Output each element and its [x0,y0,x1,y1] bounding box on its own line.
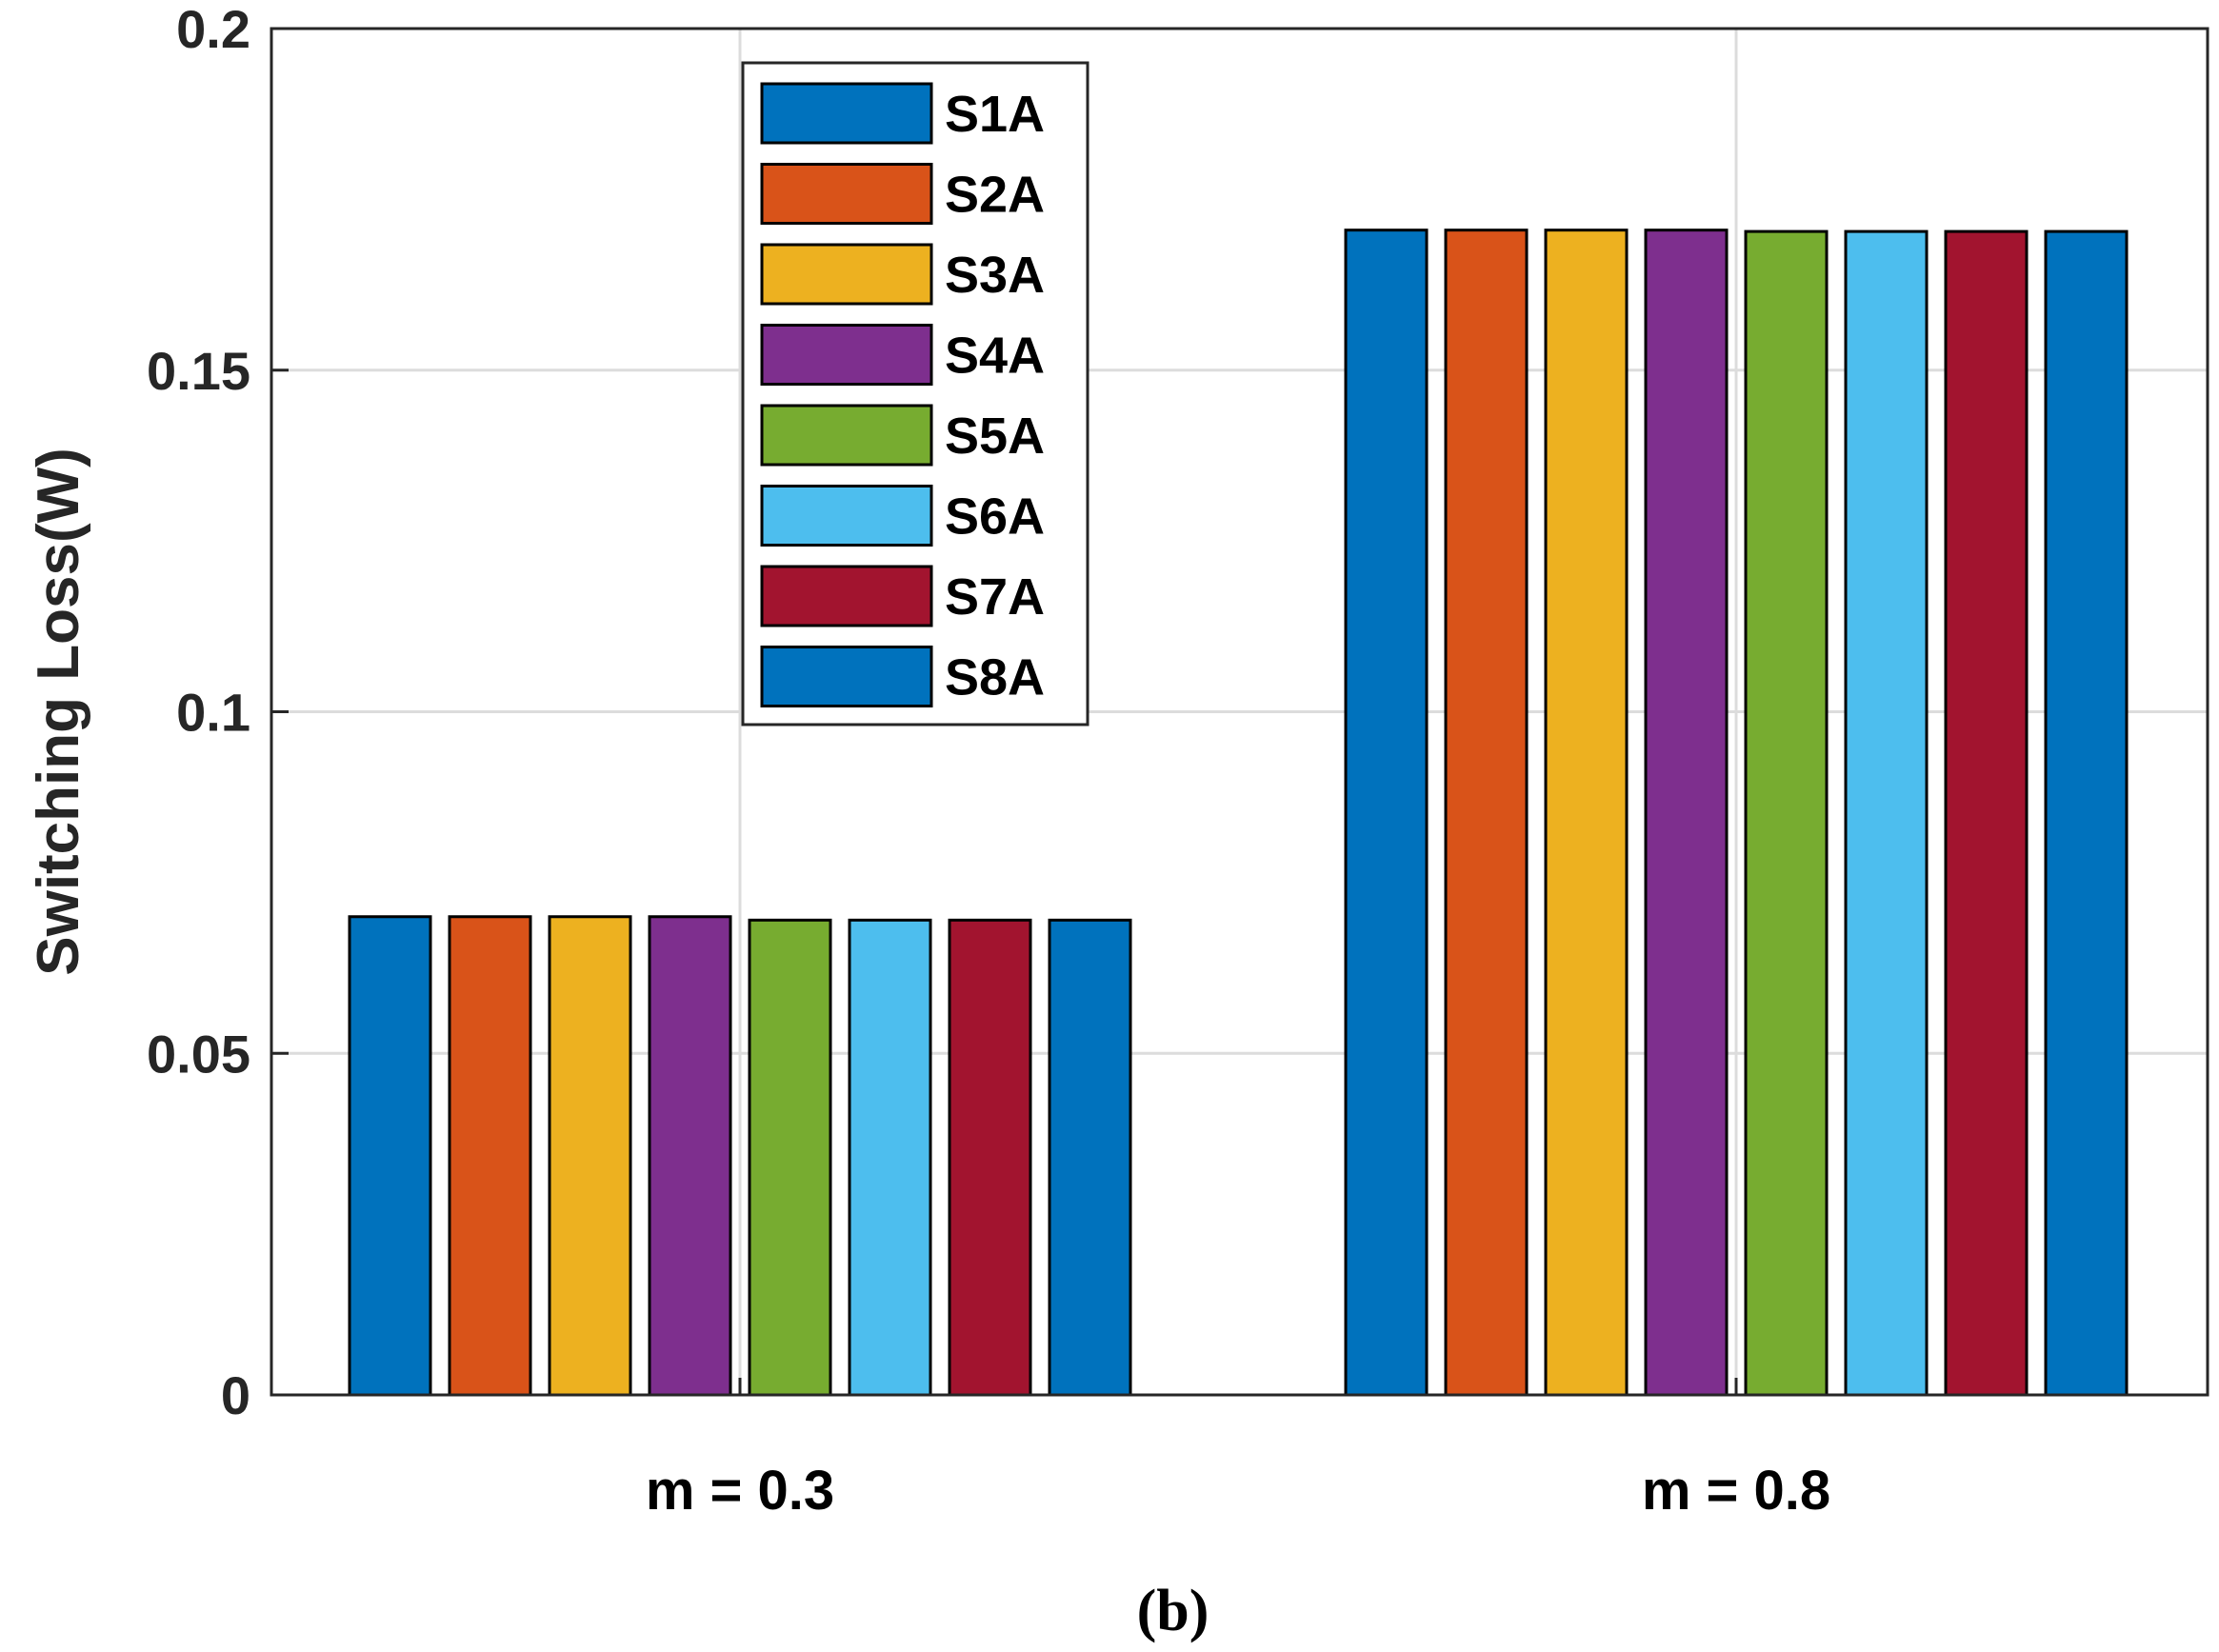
bar-s5a-1 [748,918,832,1397]
y-axis-title: Switching Loss(W) [26,448,91,976]
legend-label-s7a: S7A [945,568,1045,626]
y-tick-label: 0.15 [147,341,250,401]
legend-label-s4a: S4A [945,328,1045,385]
y-axis-ticks: 0 0.05 0.1 0.15 0.2 [147,0,1738,1425]
x-category-label: m = 0.3 [646,1460,834,1522]
legend-swatch-s5a [760,404,933,467]
bar-s8a-1 [1048,918,1132,1397]
bar-s5a-2 [1744,229,1829,1397]
x-axis-categories: m = 0.3 m = 0.8 [646,1460,1830,1522]
legend-label-s5a: S5A [945,408,1045,465]
figure-caption: (b) [1137,1579,1209,1643]
legend-swatch-s6a [760,485,933,547]
y-tick-label: 0 [221,1365,250,1425]
legend-swatch-s1a [760,82,933,145]
legend-swatch-s2a [760,163,933,225]
bar-s8a-2 [2044,229,2129,1397]
bars [348,229,2129,1397]
bar-s3a-1 [548,915,632,1397]
legend-label-s8a: S8A [945,649,1045,707]
legend: S1A S2A S3A S4A S5A S6A S7A S8A [741,61,1090,726]
y-tick-label: 0.2 [176,0,250,59]
legend-label-s6a: S6A [945,488,1045,546]
bar-s6a-2 [1844,229,1929,1397]
x-category-label: m = 0.8 [1642,1460,1830,1522]
bar-s6a-1 [848,918,932,1397]
legend-swatch-s4a [760,324,933,386]
legend-swatch-s8a [760,646,933,707]
y-tick-label: 0.05 [147,1024,250,1084]
legend-label-s3a: S3A [945,247,1045,304]
legend-swatch-s7a [760,565,933,627]
legend-label-s1a: S1A [945,86,1045,143]
bar-s1a-1 [348,915,432,1397]
legend-swatch-s3a [760,243,933,306]
bar-s3a-2 [1544,229,1629,1397]
bar-s1a-2 [1344,229,1429,1397]
bar-s2a-2 [1444,229,1529,1397]
bar-s7a-1 [948,918,1032,1397]
bar-s7a-2 [1944,229,2029,1397]
bar-s2a-1 [448,915,532,1397]
legend-label-s2a: S2A [945,167,1045,224]
bar-s4a-1 [648,915,732,1397]
bar-s4a-2 [1644,229,1729,1397]
y-tick-label: 0.1 [176,683,250,743]
